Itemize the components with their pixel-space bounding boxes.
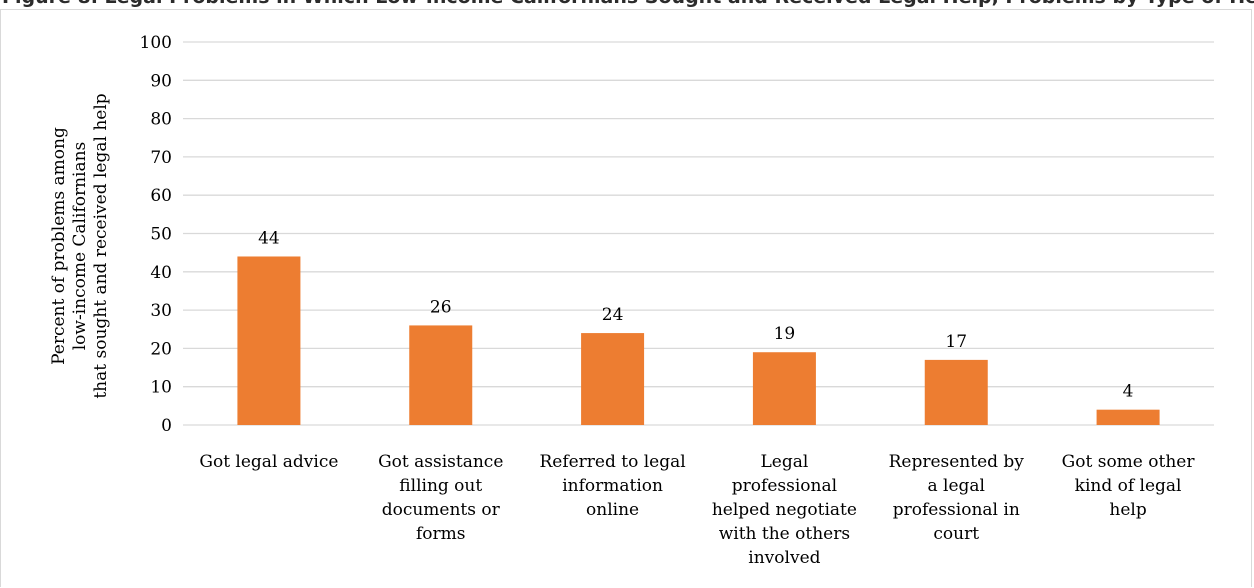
bar — [409, 325, 473, 425]
y-tick-label: 20 — [150, 339, 172, 359]
data-label: 4 — [1123, 382, 1134, 402]
y-tick-label: 50 — [150, 225, 172, 245]
x-tick-label-line: helped negotiate — [711, 500, 857, 520]
x-tick-label-line: court — [933, 524, 980, 544]
y-tick-label: 30 — [150, 301, 172, 321]
data-label: 19 — [774, 324, 796, 344]
x-tick-label-line: Referred to legal — [539, 452, 686, 472]
x-tick-label: Got assistance filling out documents or for… — [361, 450, 521, 546]
x-tick-label-line: Got legal advice — [199, 452, 339, 472]
bar-chart: 0 10 20 30 40 50 60 70 80 90 100 44 26 24 19 17 4 — [140, 33, 1214, 436]
y-axis-title-line: Percent of problems among — [49, 127, 69, 365]
data-label: 24 — [602, 305, 624, 325]
data-label: 26 — [430, 297, 452, 317]
x-tick-label-line: involved — [748, 548, 821, 568]
y-axis-title-line: that sought and received legal help — [91, 93, 111, 399]
x-tick-label-line: a legal — [927, 476, 986, 496]
y-tick-label: 100 — [140, 33, 172, 53]
bar — [581, 333, 645, 425]
y-tick-label: 60 — [150, 186, 172, 206]
y-tick-label: 40 — [150, 263, 172, 283]
y-tick-label: 70 — [150, 148, 172, 168]
x-tick-label-line: kind of legal — [1074, 476, 1182, 496]
data-label: 17 — [945, 332, 967, 352]
bar — [1096, 409, 1160, 425]
x-tick-label-line: online — [586, 500, 640, 520]
x-tick-label: Got legal advice — [189, 450, 349, 474]
x-tick-label-line: Legal — [760, 452, 809, 472]
y-tick-label: 90 — [150, 71, 172, 91]
x-tick-label-line: filling out — [399, 476, 483, 496]
x-tick-label-line: professional in — [892, 500, 1020, 520]
x-tick-label-line: help — [1109, 500, 1147, 520]
y-tick-label: 10 — [150, 378, 172, 398]
y-tick-label: 80 — [150, 110, 172, 130]
x-tick-label-line: Represented by — [888, 452, 1024, 472]
x-tick-label-line: forms — [416, 524, 466, 544]
data-label: 44 — [258, 228, 280, 248]
x-tick-label: Represented by a legal professional in cour… — [876, 450, 1036, 546]
x-tick-label-line: professional — [731, 476, 838, 496]
x-tick-label: Referred to legal information online — [533, 450, 693, 522]
x-tick-label-line: Got some other — [1061, 452, 1195, 472]
y-axis-title: Percent of problems among low-income Cali… — [49, 81, 129, 411]
x-tick-label-line: with the others — [718, 524, 851, 544]
bar — [752, 352, 816, 425]
x-tick-label-line: documents or — [381, 500, 500, 520]
y-axis-title-line: low-income Californians — [70, 141, 90, 351]
bar — [924, 359, 988, 425]
bar — [237, 256, 301, 425]
chart-area: 0 10 20 30 40 50 60 70 80 90 100 44 26 24 19 17 4 Percen… — [0, 9, 1252, 587]
x-tick-label-line: information — [562, 476, 663, 496]
x-tick-label: Legal professional helped negotiate with th… — [704, 450, 864, 570]
x-tick-label-line: Got assistance — [378, 452, 504, 472]
x-tick-label: Got some other kind of legal help — [1048, 450, 1208, 522]
figure-heading: Figure 8. Legal Problems in Which Low-In… — [0, 0, 1254, 10]
y-tick-label: 0 — [161, 416, 172, 436]
